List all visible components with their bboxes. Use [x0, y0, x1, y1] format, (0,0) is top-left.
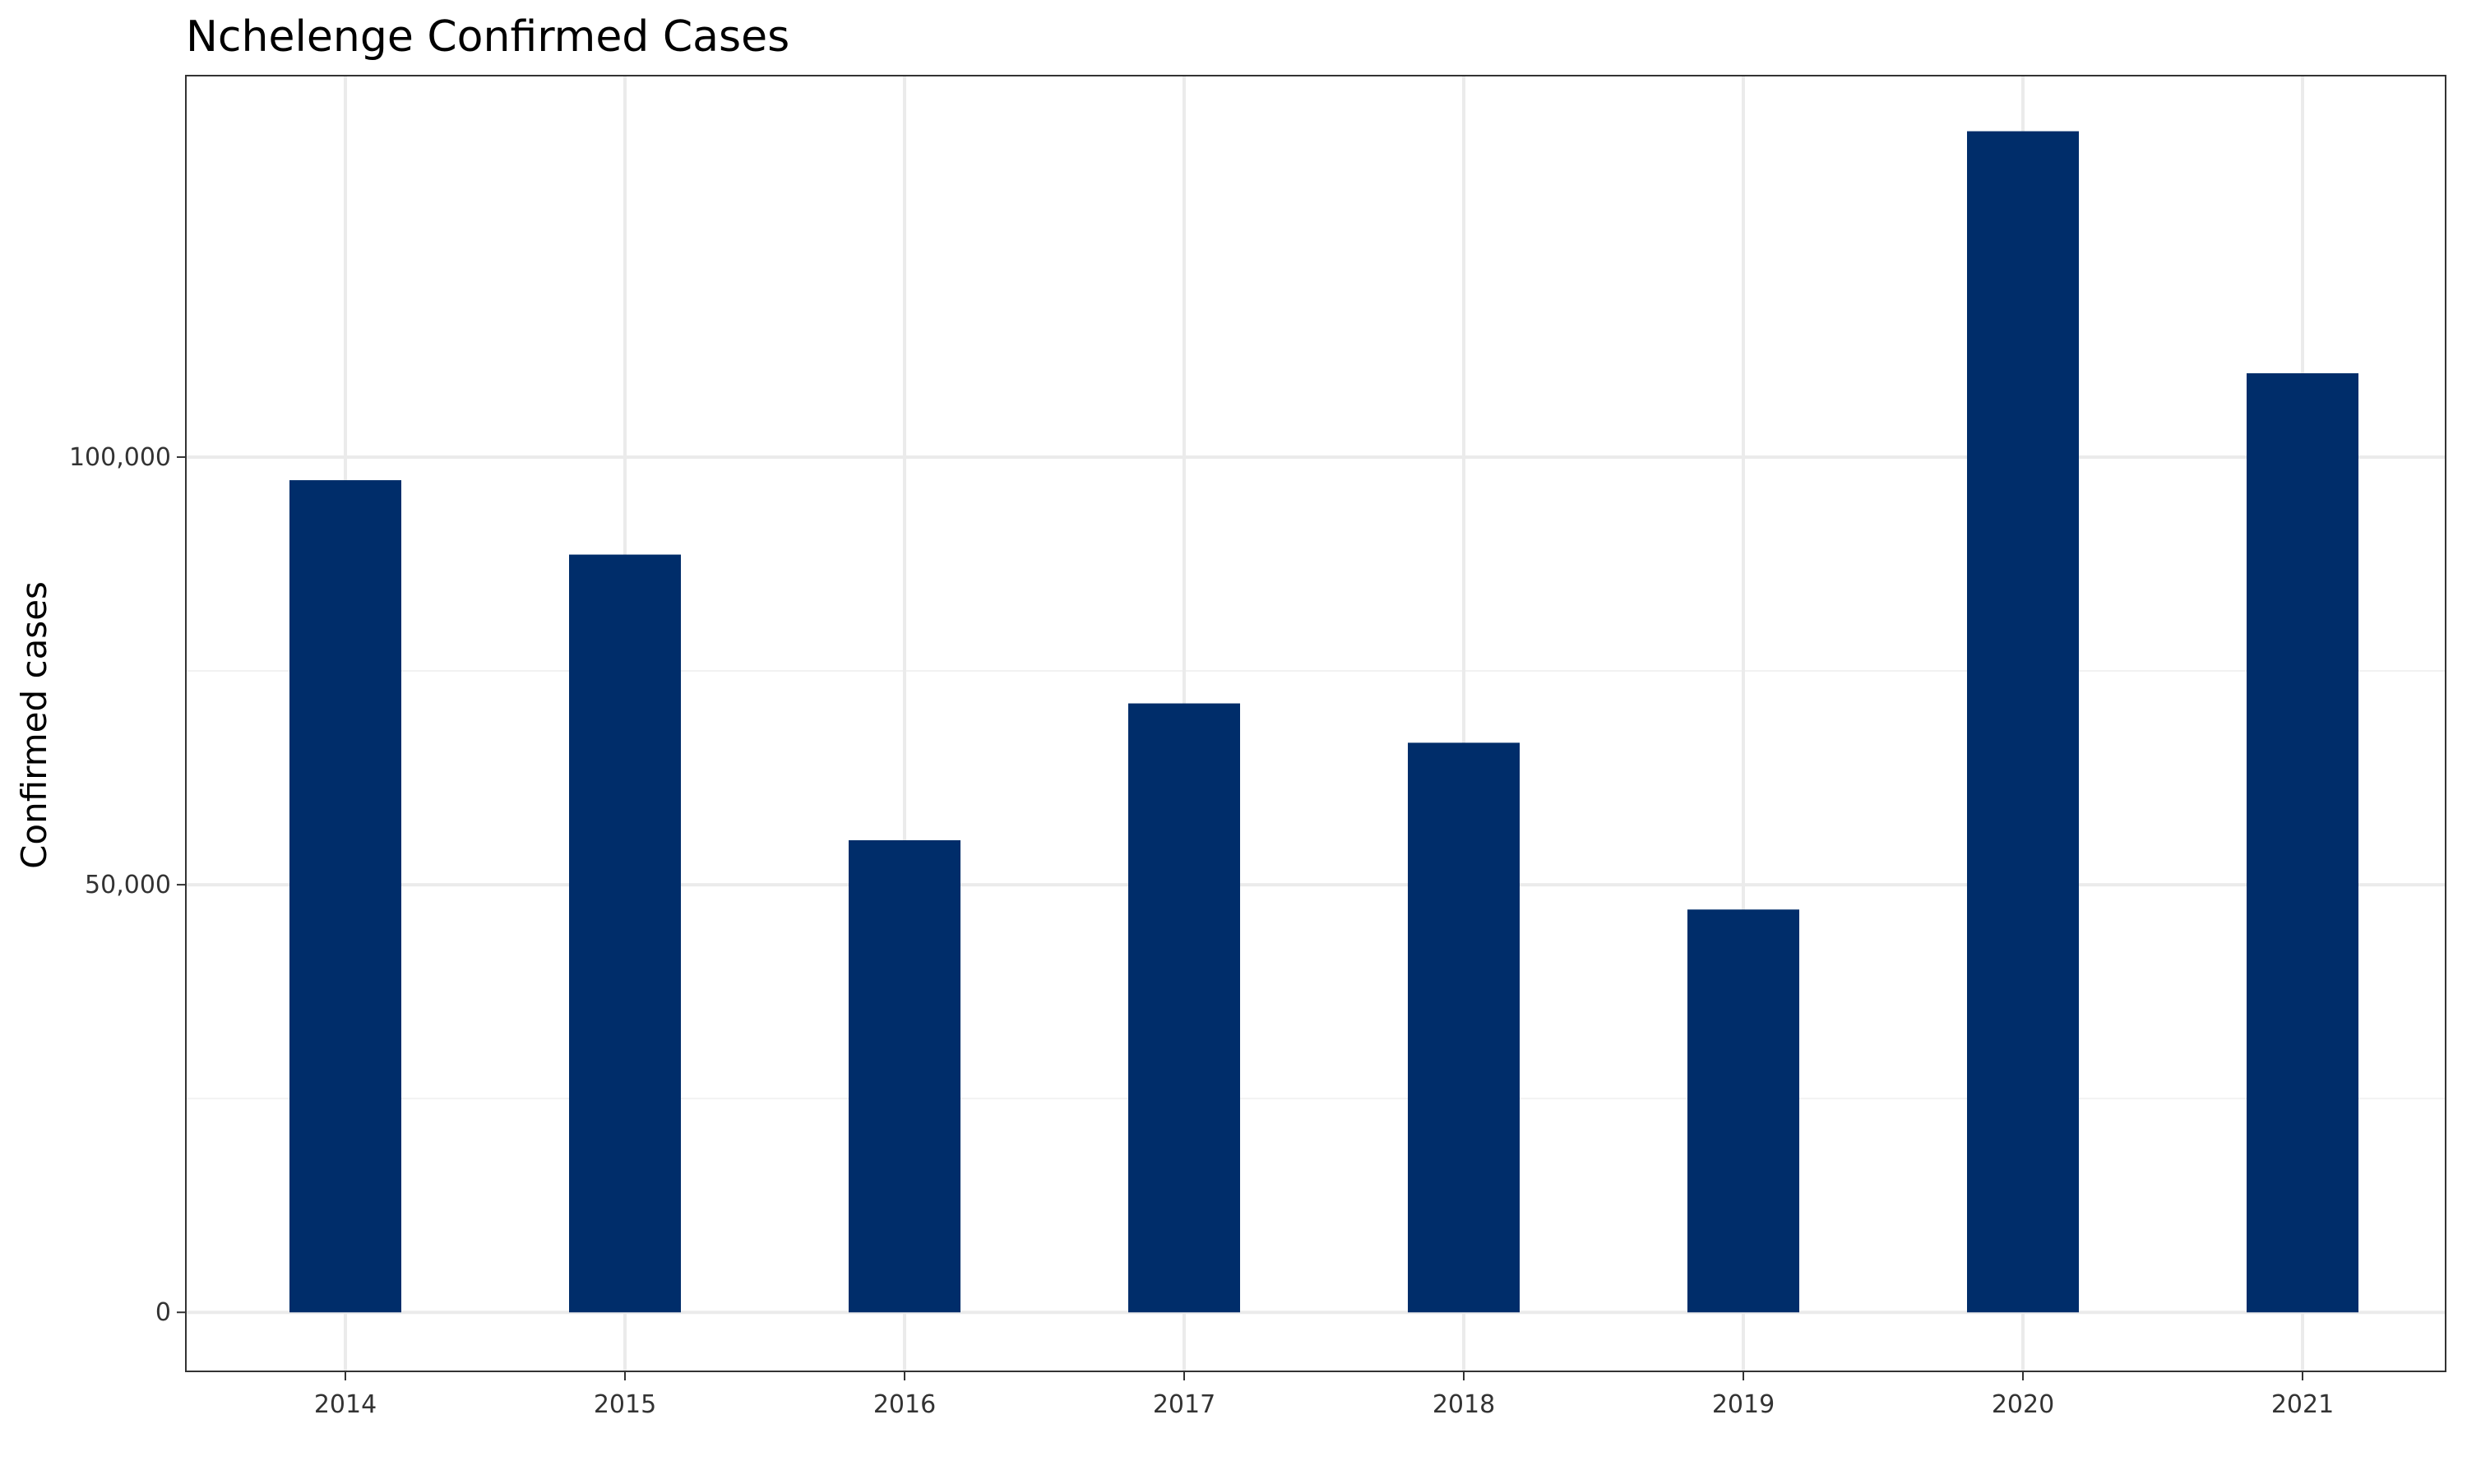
bar-2015 [569, 554, 681, 1313]
bar-2014 [289, 480, 401, 1313]
gridlines [186, 76, 2446, 1371]
chart-title: Nchelenge Confirmed Cases [186, 12, 789, 62]
x-tick-label: 2018 [1433, 1390, 1495, 1419]
x-tick-label: 2017 [1153, 1390, 1215, 1419]
plot-panel-border [185, 75, 2446, 1372]
y-tick-label: 100,000 [69, 443, 171, 472]
x-tick-label: 2020 [1992, 1390, 2054, 1419]
axes: 0 50,000 100,000 2014 2015 2016 2017 2018 2019 20… [69, 443, 2334, 1419]
x-tick-label: 2015 [594, 1390, 656, 1419]
bar-2018 [1408, 742, 1520, 1313]
x-tick-label: 2019 [1712, 1390, 1775, 1419]
y-axis-label: Confirmed cases [14, 581, 54, 869]
bar-2017 [1128, 703, 1240, 1313]
x-tick-label: 2014 [314, 1390, 377, 1419]
y-tick-label: 50,000 [85, 871, 171, 899]
y-tick-label: 0 [155, 1298, 171, 1327]
x-tick-label: 2016 [873, 1390, 936, 1419]
x-tick-label: 2021 [2271, 1390, 2334, 1419]
bars [289, 131, 2358, 1313]
bar-2020 [1967, 131, 2079, 1313]
plot-background [186, 76, 2446, 1371]
bar-2021 [2247, 373, 2358, 1313]
bar-2019 [1687, 909, 1799, 1313]
bar-2016 [849, 839, 960, 1313]
